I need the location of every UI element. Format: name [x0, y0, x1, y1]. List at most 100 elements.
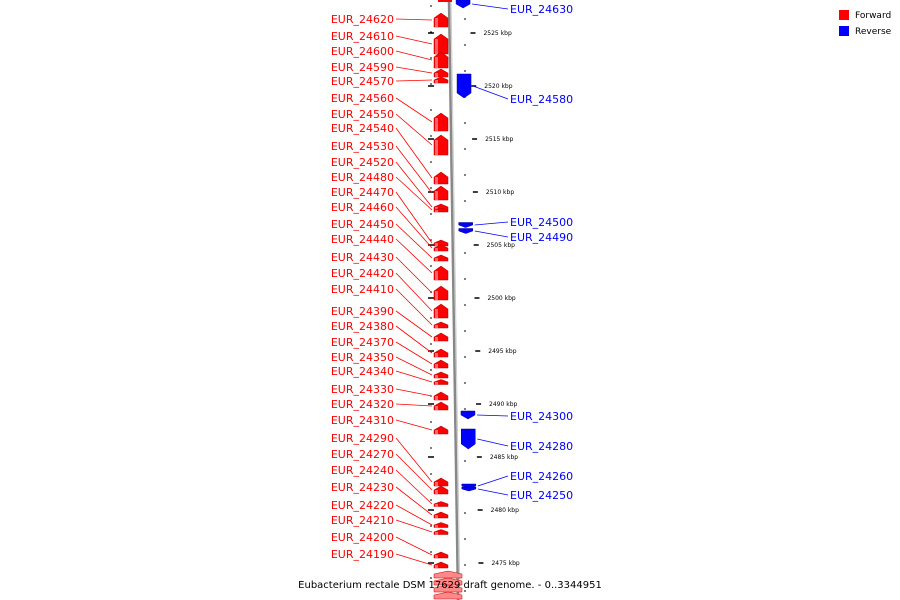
- forward-gene-label[interactable]: EUR_24560: [331, 92, 394, 105]
- reverse-gene-label[interactable]: EUR_24490: [510, 231, 573, 244]
- genome-caption: Eubacterium rectale DSM 17629 draft geno…: [298, 580, 602, 591]
- gene-leader-line: [395, 191, 433, 244]
- forward-gene-label[interactable]: EUR_24350: [331, 351, 394, 364]
- forward-gene-label[interactable]: EUR_24460: [331, 201, 394, 214]
- gene-leader-line: [395, 388, 433, 397]
- gene-highlight: [435, 118, 438, 131]
- kbp-tick-label: 2495 kbp: [488, 348, 516, 355]
- forward-gene-label[interactable]: EUR_24620: [331, 13, 394, 26]
- gene-leader-line: [395, 97, 433, 123]
- gene-highlight: [435, 271, 438, 280]
- gene-leader-line: [395, 504, 433, 526]
- kbp-tick-label: 2515 kbp: [485, 136, 513, 143]
- gene-highlight: [435, 207, 438, 210]
- reverse-gene-label[interactable]: EUR_24580: [510, 93, 573, 106]
- gene-leader-line: [395, 79, 433, 82]
- forward-gene-label[interactable]: EUR_24330: [331, 383, 394, 396]
- gene-highlight: [435, 375, 438, 378]
- forward-gene-label[interactable]: EUR_24420: [331, 267, 394, 280]
- gene-highlight: [435, 177, 438, 184]
- reverse-gene-label[interactable]: EUR_24280: [510, 440, 573, 453]
- forward-gene-label[interactable]: EUR_24240: [331, 464, 394, 477]
- forward-gene-label[interactable]: EUR_24220: [331, 499, 394, 512]
- reverse-gene-arrow: [455, 0, 471, 9]
- forward-gene-arrow: [433, 591, 463, 600]
- gene-highlight: [435, 18, 438, 27]
- gene-leader-line: [477, 438, 509, 447]
- gene-leader-line: [395, 437, 433, 483]
- forward-gene-label[interactable]: EUR_24600: [331, 45, 394, 58]
- forward-gene-label[interactable]: EUR_24230: [331, 481, 394, 494]
- reverse-gene-label[interactable]: EUR_24260: [510, 470, 573, 483]
- gene-highlight: [435, 532, 438, 535]
- backbone-line: [447, 0, 460, 600]
- forward-gene-label[interactable]: EUR_24410: [331, 283, 394, 296]
- gene-highlight: [435, 382, 438, 385]
- forward-gene-label[interactable]: EUR_24530: [331, 140, 394, 153]
- forward-gene-label[interactable]: EUR_24570: [331, 75, 394, 88]
- forward-gene-label[interactable]: EUR_24550: [331, 108, 394, 121]
- forward-gene-label[interactable]: EUR_24370: [331, 336, 394, 349]
- reverse-gene-arrow: [456, 73, 472, 99]
- gene-leader-line: [395, 18, 433, 21]
- gene-leader-line: [395, 403, 433, 407]
- reverse-gene-label[interactable]: EUR_24630: [510, 3, 573, 16]
- gene-highlight: [435, 482, 438, 486]
- kbp-tick-label: 2500 kbp: [487, 295, 515, 302]
- kbp-tick-label: 2475 kbp: [491, 560, 519, 567]
- forward-gene-label[interactable]: EUR_24470: [331, 186, 394, 199]
- gene-highlight: [435, 243, 438, 246]
- gene-leader-line: [395, 341, 433, 365]
- gene-highlight: [435, 430, 438, 434]
- gene-leader-line: [471, 3, 509, 10]
- reverse-gene-label[interactable]: EUR_24300: [510, 410, 573, 423]
- forward-gene-label[interactable]: EUR_24450: [331, 218, 394, 231]
- gene-leader-line: [395, 419, 433, 431]
- gene-leader-line: [395, 536, 433, 556]
- gene-leader-line: [395, 206, 433, 249]
- gene-leader-line: [395, 310, 433, 338]
- gene-leader-line: [477, 488, 509, 496]
- kbp-tick-label: 2480 kbp: [491, 507, 519, 514]
- backbone-shadow: [450, 0, 461, 600]
- gene-leader-line: [395, 113, 433, 146]
- forward-gene-label[interactable]: EUR_24270: [331, 448, 394, 461]
- forward-gene-label[interactable]: EUR_24440: [331, 233, 394, 246]
- forward-gene-label[interactable]: EUR_24200: [331, 531, 394, 544]
- gene-highlight: [435, 80, 438, 83]
- forward-gene-label[interactable]: EUR_24610: [331, 30, 394, 43]
- forward-gene-label[interactable]: EUR_24340: [331, 365, 394, 378]
- kbp-scale: 2525 kbp 2520 kbp 2515 kbp 2510 kbp 2505 kbp…: [428, 30, 520, 567]
- gene-leader-line: [395, 35, 433, 45]
- forward-gene-label[interactable]: EUR_24590: [331, 61, 394, 74]
- kbp-tick-label: 2520 kbp: [484, 83, 512, 90]
- forward-gene-arrow: [433, 570, 463, 579]
- forward-gene-label[interactable]: EUR_24210: [331, 514, 394, 527]
- gene-leader-line: [477, 475, 509, 487]
- forward-gene-label[interactable]: EUR_24390: [331, 305, 394, 318]
- gene-leader-line: [395, 288, 433, 326]
- forward-gene-label[interactable]: EUR_24380: [331, 320, 394, 333]
- legend-reverse-label: Reverse: [855, 27, 892, 37]
- kbp-tick-label: 2490 kbp: [489, 401, 517, 408]
- forward-gene-label[interactable]: EUR_24480: [331, 171, 394, 184]
- gene-highlight: [435, 39, 438, 54]
- forward-gene-label[interactable]: EUR_24310: [331, 414, 394, 427]
- reverse-gene-label[interactable]: EUR_24250: [510, 489, 573, 502]
- gene-highlight: [435, 291, 438, 300]
- gene-highlight: [435, 309, 438, 318]
- forward-gene-label[interactable]: EUR_24290: [331, 432, 394, 445]
- forward-gene-arrow: [433, 577, 463, 586]
- forward-gene-label[interactable]: EUR_24540: [331, 122, 394, 135]
- reverse-gene-label[interactable]: EUR_24500: [510, 216, 573, 229]
- forward-gene-label[interactable]: EUR_24430: [331, 251, 394, 264]
- legend-forward-swatch: [839, 10, 849, 20]
- gene-leader-line: [476, 414, 509, 417]
- kbp-tick-label: 2510 kbp: [486, 189, 514, 196]
- forward-gene-label[interactable]: EUR_24520: [331, 156, 394, 169]
- forward-gene-label[interactable]: EUR_24190: [331, 548, 394, 561]
- gene-leader-line: [395, 325, 433, 354]
- forward-gene-label[interactable]: EUR_24320: [331, 398, 394, 411]
- gene-leader-line: [395, 145, 433, 194]
- reverse-gene-arrow: [461, 428, 476, 450]
